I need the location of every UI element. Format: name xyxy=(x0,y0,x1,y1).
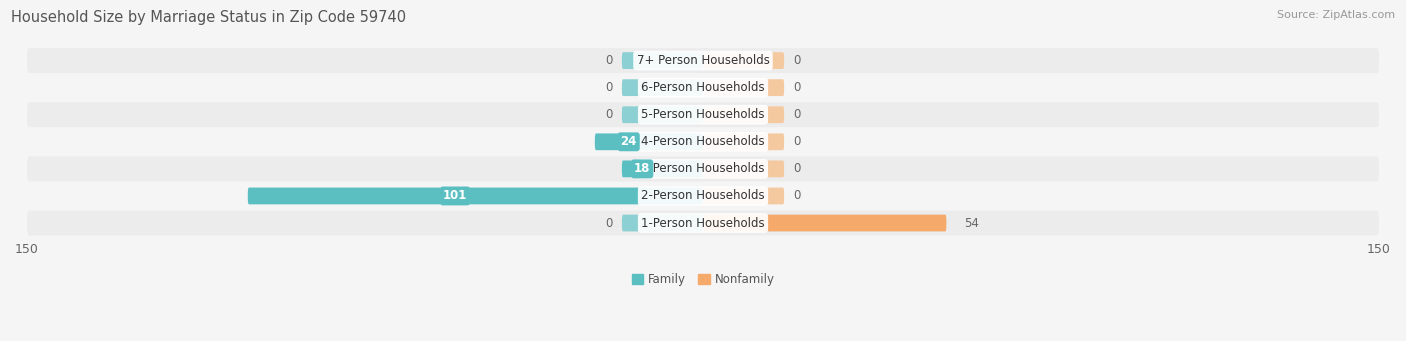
Text: 24: 24 xyxy=(620,135,637,148)
Text: 4-Person Households: 4-Person Households xyxy=(641,135,765,148)
FancyBboxPatch shape xyxy=(27,129,1379,154)
FancyBboxPatch shape xyxy=(703,133,785,150)
Text: 0: 0 xyxy=(793,108,800,121)
FancyBboxPatch shape xyxy=(621,106,703,123)
Text: Source: ZipAtlas.com: Source: ZipAtlas.com xyxy=(1277,10,1395,20)
Text: 0: 0 xyxy=(606,108,613,121)
Text: 0: 0 xyxy=(606,217,613,229)
FancyBboxPatch shape xyxy=(27,75,1379,100)
FancyBboxPatch shape xyxy=(621,79,703,96)
Text: 0: 0 xyxy=(793,81,800,94)
Text: 0: 0 xyxy=(793,162,800,175)
FancyBboxPatch shape xyxy=(703,161,785,177)
Text: 0: 0 xyxy=(793,54,800,67)
Text: 0: 0 xyxy=(793,190,800,203)
Text: 101: 101 xyxy=(443,190,467,203)
FancyBboxPatch shape xyxy=(703,214,946,232)
FancyBboxPatch shape xyxy=(247,188,703,204)
Text: 2-Person Households: 2-Person Households xyxy=(641,190,765,203)
Text: 0: 0 xyxy=(793,135,800,148)
FancyBboxPatch shape xyxy=(703,106,785,123)
FancyBboxPatch shape xyxy=(621,214,703,232)
Text: 6-Person Households: 6-Person Households xyxy=(641,81,765,94)
FancyBboxPatch shape xyxy=(27,183,1379,208)
Text: 5-Person Households: 5-Person Households xyxy=(641,108,765,121)
FancyBboxPatch shape xyxy=(621,161,703,177)
Text: Household Size by Marriage Status in Zip Code 59740: Household Size by Marriage Status in Zip… xyxy=(11,10,406,25)
Text: 54: 54 xyxy=(965,217,980,229)
Text: 0: 0 xyxy=(606,54,613,67)
Text: 7+ Person Households: 7+ Person Households xyxy=(637,54,769,67)
Legend: Family, Nonfamily: Family, Nonfamily xyxy=(631,273,775,286)
FancyBboxPatch shape xyxy=(27,157,1379,181)
Text: 3-Person Households: 3-Person Households xyxy=(641,162,765,175)
FancyBboxPatch shape xyxy=(27,102,1379,127)
Text: 1-Person Households: 1-Person Households xyxy=(641,217,765,229)
FancyBboxPatch shape xyxy=(27,211,1379,236)
Text: 0: 0 xyxy=(606,81,613,94)
FancyBboxPatch shape xyxy=(703,52,785,69)
Text: 18: 18 xyxy=(634,162,651,175)
FancyBboxPatch shape xyxy=(27,48,1379,73)
FancyBboxPatch shape xyxy=(621,52,703,69)
FancyBboxPatch shape xyxy=(703,188,785,204)
FancyBboxPatch shape xyxy=(703,79,785,96)
FancyBboxPatch shape xyxy=(595,133,703,150)
